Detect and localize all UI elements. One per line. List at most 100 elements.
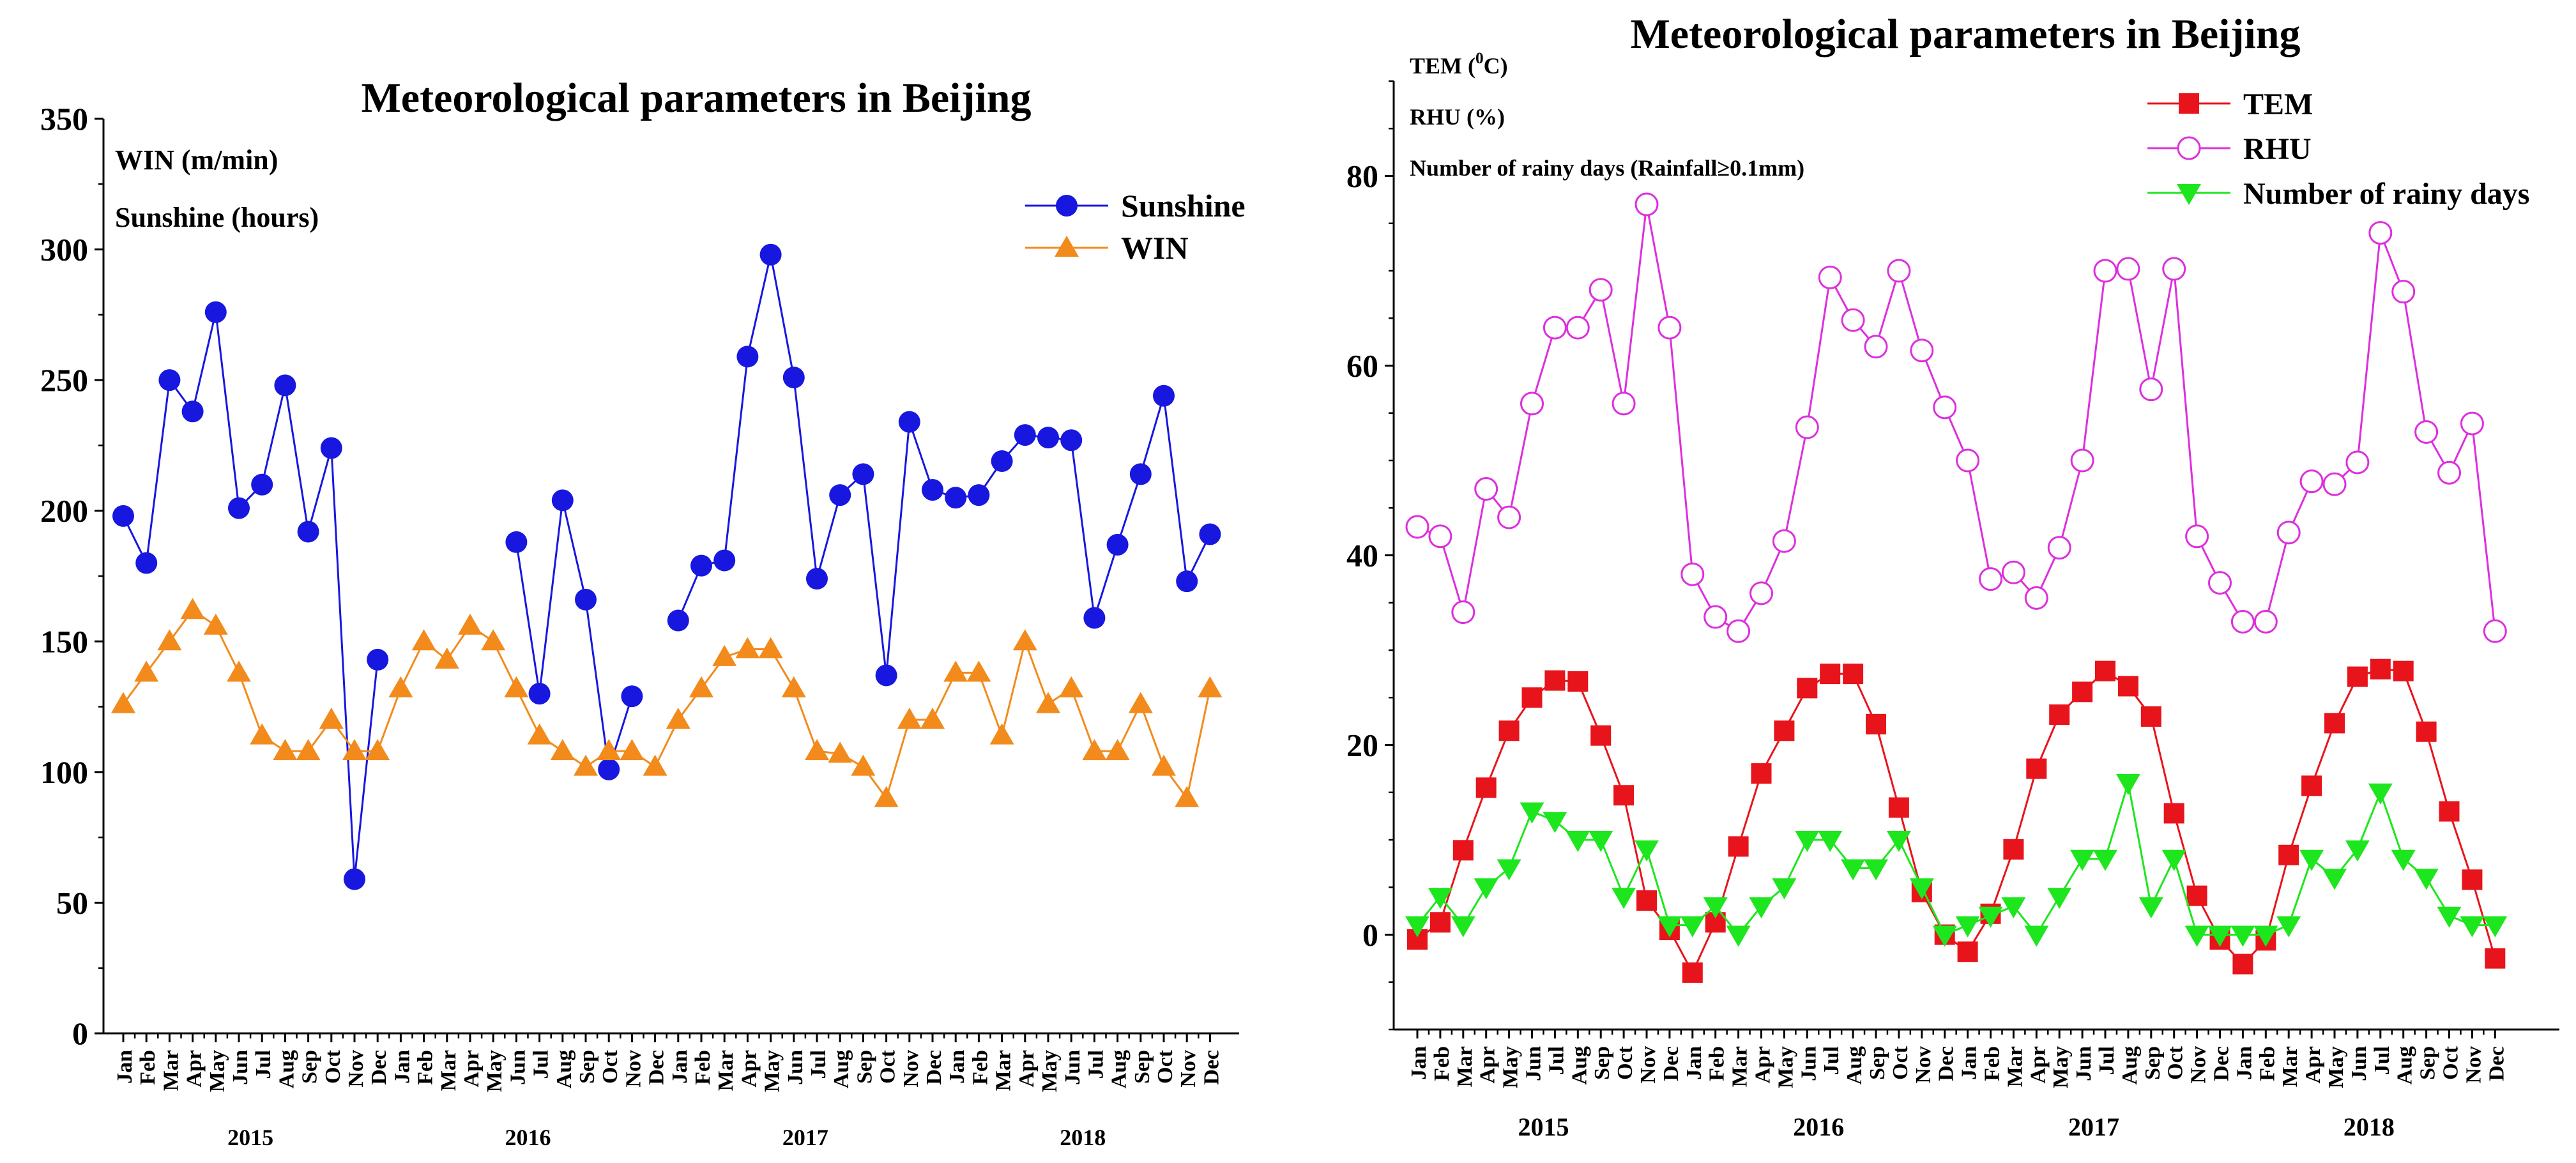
y-axis-label-text: C) (1484, 53, 1508, 79)
y-axis-label-text: Number of rainy days (Rainfall≥0.1mm) (1410, 155, 1804, 181)
data-point (112, 505, 134, 527)
data-point (1886, 831, 1911, 852)
data-point (434, 647, 459, 669)
chart-title: Meteorological parameters in Beijing (361, 75, 1031, 121)
x-tick-label-month: Nov (899, 1050, 923, 1088)
data-point (388, 676, 413, 697)
data-point (829, 484, 851, 506)
legend-label: TEM (2243, 87, 2313, 121)
data-point (851, 754, 876, 776)
data-point (1176, 570, 1198, 593)
data-point (1795, 415, 1819, 439)
data-point (527, 723, 552, 745)
data-point (1843, 664, 1864, 685)
data-point (643, 754, 667, 776)
data-point (2414, 420, 2439, 444)
x-tick-label-month: Sep (1866, 1046, 1889, 1080)
data-point (2370, 658, 2391, 680)
data-point (505, 531, 528, 553)
data-point (874, 786, 899, 807)
data-point (1452, 840, 1474, 861)
x-tick-label-month: Oct (876, 1049, 900, 1084)
x-tick-label-month: Jun (229, 1050, 252, 1085)
series-sunshine (112, 243, 1221, 890)
x-tick-label-month: Jul (1820, 1046, 1843, 1075)
data-point (411, 629, 436, 651)
data-point (2140, 706, 2161, 727)
data-point (1014, 424, 1036, 446)
data-point (1955, 916, 1980, 938)
data-point (1728, 836, 1749, 857)
data-point (689, 676, 713, 697)
series-line (677, 254, 1211, 676)
x-tick-label-month: Oct (1889, 1045, 1912, 1080)
data-point (1037, 427, 1059, 449)
data-point (1520, 802, 1544, 824)
data-point (597, 739, 621, 761)
data-point (1932, 925, 1957, 947)
x-tick-label-month: Jun (1061, 1050, 1085, 1085)
y-tick-label: 20 (1346, 727, 1378, 763)
x-tick-label-month: Jan (1407, 1046, 1431, 1080)
y-tick-label: 150 (40, 623, 88, 659)
x-tick-label-month: Mar (714, 1050, 738, 1091)
x-tick-label-month: Jun (2347, 1046, 2371, 1081)
data-point (2185, 524, 2209, 549)
x-tick-label-month: Apr (737, 1050, 761, 1088)
data-point (2368, 783, 2393, 805)
data-point (2345, 840, 2370, 862)
x-tick-label-month: Dec (1659, 1046, 1683, 1081)
data-point (2483, 619, 2507, 643)
data-point (1497, 859, 1521, 881)
data-point (1612, 391, 1636, 416)
x-tick-label-month: Jul (1544, 1046, 1568, 1075)
data-point (1703, 897, 1728, 918)
y-tick-label: 80 (1346, 158, 1378, 194)
legend-label: RHU (2243, 132, 2312, 166)
data-point (1909, 878, 1934, 900)
data-point (735, 637, 760, 658)
data-point (2414, 869, 2439, 890)
data-point (1497, 505, 1521, 529)
data-point (2347, 666, 2368, 687)
x-tick-label-month: Sep (575, 1050, 599, 1084)
data-point (945, 487, 967, 509)
x-tick-label-month: Nov (2187, 1046, 2211, 1084)
data-point (968, 484, 990, 506)
data-point (2117, 676, 2138, 697)
chart-tem-rhu-rain: 020406080JanFebMarAprMayJunJulAugSepOctN… (1346, 11, 2559, 1141)
y-tick-label: 0 (72, 1015, 88, 1051)
data-point (1590, 725, 1612, 746)
y-tick-label: 40 (1346, 538, 1378, 574)
legend-marker (2177, 184, 2201, 205)
data-point (2253, 609, 2278, 634)
data-point (1128, 692, 1153, 713)
data-point (1106, 533, 1129, 556)
x-year-label: 2017 (782, 1125, 828, 1150)
data-point (319, 708, 344, 729)
data-point (1772, 529, 1796, 553)
legend-marker (1056, 195, 1078, 217)
data-point (1175, 786, 1200, 807)
x-tick-label-month: Feb (1981, 1046, 2004, 1081)
data-point (712, 644, 737, 666)
x-tick-label-month: Aug (2118, 1046, 2142, 1084)
x-tick-label-month: Dec (367, 1050, 391, 1085)
data-point (1199, 523, 1221, 545)
x-tick-label-month: Mar (992, 1050, 1016, 1091)
data-point (1428, 524, 1452, 549)
x-tick-label-month: Aug (553, 1050, 576, 1088)
y-axis-label-line: Number of rainy days (Rainfall≥0.1mm) (1410, 155, 1804, 181)
x-tick-label-month: Jun (2072, 1046, 2096, 1081)
data-point (1105, 739, 1130, 761)
data-point (2416, 721, 2437, 742)
data-point (2001, 897, 2026, 918)
data-point (1818, 265, 1842, 289)
x-tick-label-month: Jan (113, 1050, 137, 1084)
data-point (2299, 469, 2324, 494)
data-point (2115, 773, 2140, 795)
data-point (1818, 831, 1843, 852)
data-point (2483, 916, 2508, 938)
x-tick-label-month: Nov (1177, 1050, 1200, 1088)
x-tick-label-month: Mar (437, 1050, 461, 1091)
